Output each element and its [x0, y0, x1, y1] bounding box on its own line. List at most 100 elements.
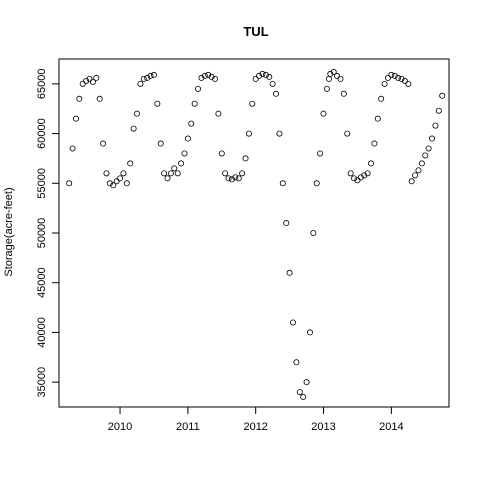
data-point — [374, 115, 381, 122]
data-point — [164, 175, 171, 182]
data-point — [201, 72, 208, 79]
y-axis: 35000 40000 45000 50000 55000 60000 65000 — [36, 69, 59, 398]
data-point — [225, 175, 232, 182]
data-point — [381, 80, 388, 87]
data-point — [154, 100, 161, 107]
data-point — [266, 73, 273, 80]
data-point — [286, 269, 293, 276]
data-point — [432, 122, 439, 129]
data-point — [347, 170, 354, 177]
data-point — [72, 115, 79, 122]
data-point — [86, 75, 93, 82]
data-point — [367, 160, 374, 167]
data-point — [184, 135, 191, 142]
data-point — [120, 170, 127, 177]
x-tick-label: 2012 — [243, 421, 267, 433]
data-point — [422, 152, 429, 159]
data-point — [208, 73, 215, 80]
data-point — [144, 74, 151, 81]
data-point — [123, 180, 130, 187]
data-point — [218, 150, 225, 157]
data-point — [325, 75, 332, 82]
data-point — [235, 175, 242, 182]
data-point — [69, 145, 76, 152]
y-tick-label: 35000 — [36, 367, 48, 398]
x-tick-label: 2014 — [379, 421, 403, 433]
data-point — [150, 71, 157, 78]
data-point — [100, 140, 107, 147]
data-point — [205, 71, 212, 78]
data-point — [127, 160, 134, 167]
data-point — [249, 100, 256, 107]
data-point — [354, 177, 361, 184]
data-point — [344, 130, 351, 137]
data-point — [211, 75, 218, 82]
data-point — [425, 145, 432, 152]
data-point — [388, 71, 395, 78]
y-tick-label: 45000 — [36, 267, 48, 298]
data-point — [418, 160, 425, 167]
data-point — [239, 170, 246, 177]
x-tick-label: 2011 — [176, 421, 200, 433]
data-point — [96, 95, 103, 102]
data-point — [340, 90, 347, 97]
data-point — [259, 70, 266, 77]
data-point — [66, 180, 73, 187]
data-point — [117, 175, 124, 182]
data-point — [401, 77, 408, 84]
data-point — [405, 80, 412, 87]
data-point — [140, 75, 147, 82]
y-tick-label: 55000 — [36, 168, 48, 199]
data-point — [296, 389, 303, 396]
data-point — [398, 75, 405, 82]
data-point — [262, 71, 269, 78]
data-point — [147, 72, 154, 79]
data-point — [276, 130, 283, 137]
data-point — [188, 120, 195, 127]
y-tick-label: 50000 — [36, 218, 48, 249]
data-point — [195, 85, 202, 92]
data-point — [256, 72, 263, 79]
data-point — [130, 125, 137, 132]
data-point — [137, 80, 144, 87]
y-tick-label: 60000 — [36, 118, 48, 149]
data-point — [252, 75, 259, 82]
data-point — [435, 107, 442, 114]
data-point — [412, 172, 419, 179]
data-point — [167, 170, 174, 177]
data-point — [303, 379, 310, 386]
y-tick-label: 65000 — [36, 69, 48, 100]
data-point — [89, 78, 96, 85]
data-point — [408, 178, 415, 185]
data-point — [178, 160, 185, 167]
data-point — [306, 329, 313, 336]
data-point — [323, 85, 330, 92]
data-point — [191, 100, 198, 107]
data-point — [222, 170, 229, 177]
data-point — [93, 74, 100, 81]
data-point — [391, 72, 398, 79]
data-point — [273, 90, 280, 97]
data-point — [330, 68, 337, 75]
data-point — [103, 170, 110, 177]
data-point — [269, 80, 276, 87]
data-point — [300, 394, 307, 401]
data-point — [283, 220, 290, 227]
data-point — [228, 176, 235, 183]
data-point — [171, 165, 178, 172]
data-point — [76, 95, 83, 102]
data-point — [439, 92, 446, 99]
data-point — [384, 74, 391, 81]
data-point — [181, 150, 188, 157]
data-point — [334, 72, 341, 79]
data-point — [161, 170, 168, 177]
data-point — [293, 359, 300, 366]
data-points — [66, 68, 446, 401]
x-tick-label: 2010 — [108, 421, 132, 433]
data-point — [357, 174, 364, 181]
data-point — [289, 319, 296, 326]
data-point — [133, 110, 140, 117]
data-point — [198, 74, 205, 81]
data-point — [242, 155, 249, 162]
